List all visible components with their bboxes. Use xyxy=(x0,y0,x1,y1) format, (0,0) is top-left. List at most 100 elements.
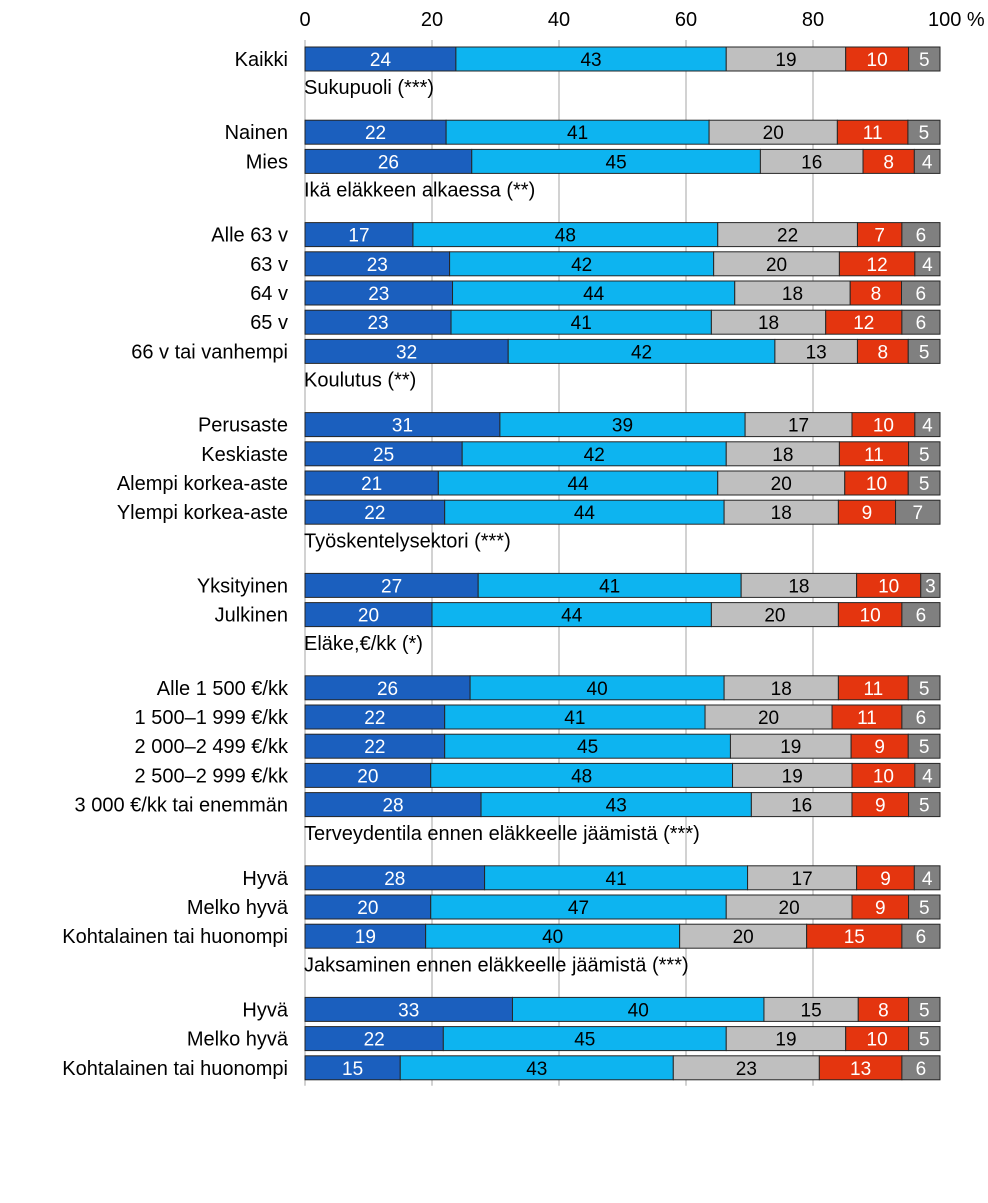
data-label: 5 xyxy=(919,1030,930,1051)
data-label: 10 xyxy=(878,576,899,597)
data-label: 42 xyxy=(631,342,652,363)
data-label: 11 xyxy=(863,123,883,144)
data-label: 7 xyxy=(912,503,923,524)
data-label: 23 xyxy=(368,284,389,305)
bar-segment xyxy=(914,251,941,277)
bar-segment xyxy=(452,280,736,306)
bar-segment xyxy=(740,572,858,598)
data-label: 45 xyxy=(577,737,598,758)
bar-segment xyxy=(431,602,712,628)
bar-segment xyxy=(818,1055,903,1081)
bar-segment xyxy=(444,704,706,730)
bar-segment xyxy=(704,704,833,730)
data-label: 10 xyxy=(873,416,894,437)
bar-segment xyxy=(723,499,839,525)
data-label: 40 xyxy=(628,1000,649,1021)
bar-segment xyxy=(732,762,853,788)
bar-segment xyxy=(908,1026,941,1052)
bar-segment xyxy=(856,865,915,891)
data-label: 4 xyxy=(922,416,933,437)
bar-segment xyxy=(449,251,715,277)
data-label: 9 xyxy=(880,869,891,890)
bar-segment xyxy=(901,309,941,335)
bar-segment xyxy=(713,251,840,277)
row-label: 65 v xyxy=(250,312,288,334)
data-label: 20 xyxy=(764,606,785,627)
data-label: 10 xyxy=(867,1030,888,1051)
data-label: 15 xyxy=(801,1000,822,1021)
bar-segment xyxy=(907,119,941,145)
bar-segment xyxy=(480,792,752,818)
data-label: 18 xyxy=(758,313,779,334)
data-label: 43 xyxy=(606,796,627,817)
data-label: 45 xyxy=(574,1030,595,1051)
bar-segment xyxy=(672,1055,820,1081)
data-label: 31 xyxy=(392,416,413,437)
data-label: 4 xyxy=(922,255,933,276)
data-label: 5 xyxy=(919,737,930,758)
row-labels: Sukupuoli (***) Ikä eläkkeen alkaessa (**… xyxy=(62,49,700,1080)
bar-segment xyxy=(901,1055,941,1081)
row-label: 2 500–2 999 €/kk xyxy=(135,765,289,787)
data-label: 11 xyxy=(863,679,883,700)
bar-segment xyxy=(914,412,941,438)
bar-segment xyxy=(412,222,719,248)
data-label: 19 xyxy=(775,50,796,71)
data-label: 5 xyxy=(919,342,930,363)
data-label: 40 xyxy=(587,679,608,700)
bar-segment xyxy=(907,733,941,759)
row-label: Kohtalainen tai huonompi xyxy=(62,926,288,948)
data-label: 22 xyxy=(364,708,385,729)
bar-segment xyxy=(304,338,509,364)
data-label: 41 xyxy=(564,708,585,729)
group-title: Eläke,€/kk (*) xyxy=(304,633,423,655)
bar-segment xyxy=(304,1026,444,1052)
row-label: Melko hyvä xyxy=(187,897,289,919)
data-label: 5 xyxy=(919,474,930,495)
bar-segment xyxy=(838,441,910,467)
group-title: Sukupuoli (***) xyxy=(304,77,434,99)
data-label: 8 xyxy=(878,1000,889,1021)
data-label: 22 xyxy=(365,123,386,144)
data-label: 19 xyxy=(775,1030,796,1051)
bar-segment xyxy=(304,792,482,818)
row-label: Hyvä xyxy=(242,868,288,890)
group-title: Jaksaminen ennen eläkkeelle jäämistä (**… xyxy=(304,954,689,976)
row-label: Keskiaste xyxy=(201,444,288,466)
data-label: 20 xyxy=(766,255,787,276)
data-label: 10 xyxy=(860,606,881,627)
data-label: 44 xyxy=(583,284,605,305)
data-label: 6 xyxy=(916,313,927,334)
bar-segment xyxy=(723,675,839,701)
data-label: 16 xyxy=(801,152,822,173)
bar-segment xyxy=(851,412,916,438)
bar-segment xyxy=(750,792,853,818)
bar-segment xyxy=(304,412,501,438)
row-label: Alempi korkea-aste xyxy=(117,473,288,495)
data-label: 18 xyxy=(788,576,809,597)
bar-segment xyxy=(425,923,681,949)
row-label: 66 v tai vanhempi xyxy=(131,341,288,363)
data-label: 41 xyxy=(606,869,627,890)
data-label: 10 xyxy=(867,50,888,71)
bar-segment xyxy=(836,119,909,145)
x-axis-ticks: 0 20 40 60 80 100 % xyxy=(299,9,984,31)
bar-segment xyxy=(920,572,941,598)
bar-segment xyxy=(679,923,808,949)
data-label: 11 xyxy=(864,445,884,466)
data-label: 41 xyxy=(567,123,588,144)
bar-segment xyxy=(725,46,847,72)
data-label: 15 xyxy=(844,927,865,948)
bar-segment xyxy=(908,792,941,818)
data-label: 18 xyxy=(772,445,793,466)
bar-segment xyxy=(304,251,451,277)
data-label: 19 xyxy=(355,927,376,948)
data-label: 18 xyxy=(771,679,792,700)
bar-segment xyxy=(304,46,457,72)
data-label: 7 xyxy=(874,226,885,247)
bar-segment xyxy=(304,923,427,949)
bar-segment xyxy=(437,470,719,496)
data-label: 28 xyxy=(382,796,403,817)
group-title: Koulutus (**) xyxy=(304,370,416,392)
data-label: 22 xyxy=(777,226,798,247)
